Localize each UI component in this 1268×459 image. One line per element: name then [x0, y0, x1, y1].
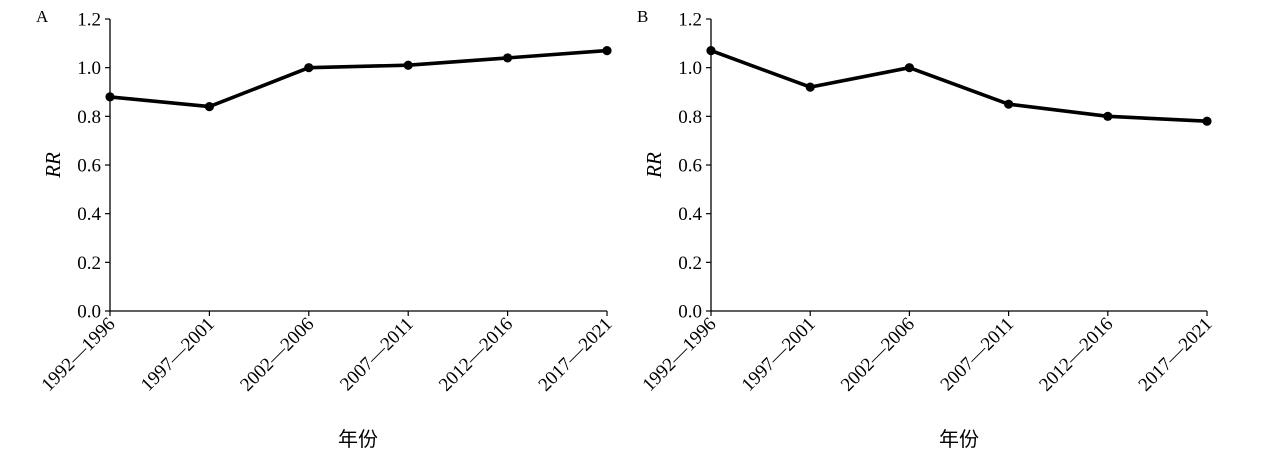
data-point: [105, 92, 115, 102]
y-tick-label: 1.2: [678, 10, 702, 31]
panel-label: A: [36, 7, 49, 26]
data-point: [805, 82, 815, 92]
data-point: [706, 46, 716, 56]
data-point: [1103, 111, 1113, 121]
data-point: [1202, 116, 1212, 126]
y-tick-label: 0.6: [77, 156, 101, 177]
x-tick-label: 2002—2006: [236, 314, 318, 396]
x-tick-label: 1997—2001: [738, 314, 820, 396]
y-tick-label: 0.2: [678, 253, 702, 274]
x-tick-label: 1992—1996: [639, 314, 721, 396]
y-tick-label: 0.8: [77, 107, 101, 128]
y-tick-label: 0.4: [678, 204, 702, 225]
y-tick-label: 0.8: [678, 107, 702, 128]
series-line: [108, 48, 609, 109]
x-ticks: 1992—1996 1997—2001 2002—2006 2007—2011 2012…: [38, 311, 617, 396]
x-tick-label: 2007—2011: [937, 314, 1019, 396]
series-line: [709, 48, 1209, 123]
x-tick-label: 2012—2016: [435, 314, 517, 396]
x-tick-label: 1992—1996: [38, 314, 120, 396]
y-tick-label: 0.0: [77, 302, 101, 323]
series: [105, 46, 612, 112]
series: [706, 46, 1212, 126]
y-axis-label: RR: [642, 152, 666, 179]
data-point: [1004, 99, 1014, 109]
y-ticks: 0.0 0.2 0.4 0.6 0.8 1.0 1.2: [77, 10, 110, 323]
x-tick-label: 2017—2021: [1135, 314, 1217, 396]
y-tick-label: 0.0: [678, 302, 702, 323]
x-axis-label: 年份: [939, 428, 979, 451]
data-point: [904, 63, 915, 73]
data-point: [403, 60, 413, 70]
x-tick-label: 1997—2001: [137, 314, 219, 396]
y-tick-label: 1.2: [77, 10, 101, 31]
panel-label: B: [637, 7, 648, 26]
y-tick-label: 0.4: [77, 204, 101, 225]
data-point: [602, 46, 612, 56]
x-tick-label: 2017—2021: [535, 314, 617, 396]
x-tick-label: 2002—2006: [837, 314, 919, 396]
y-tick-label: 1.0: [678, 58, 702, 79]
x-tick-label: 2007—2011: [336, 314, 418, 396]
y-tick-label: 0.2: [77, 253, 101, 274]
x-ticks: 1992—1996 1997—2001 2002—2006 2007—2011 2012…: [639, 311, 1217, 396]
chart-panel-b: B RR 年份 0.0 0.2 0.4 0.6 0.8 1.0 1.2 1992—1996 1…: [637, 7, 1217, 451]
y-tick-label: 0.6: [678, 156, 702, 177]
y-tick-label: 1.0: [77, 58, 101, 79]
x-axis-label: 年份: [338, 428, 378, 451]
data-point: [503, 53, 513, 63]
chart-panel-a: A RR 年份 0.0 0.2 0.4 0.6 0.8 1.0 1.2 1992—1996 1…: [36, 7, 617, 451]
data-point: [204, 102, 214, 112]
x-tick-label: 2012—2016: [1035, 314, 1117, 396]
data-point: [304, 63, 314, 73]
y-ticks: 0.0 0.2 0.4 0.6 0.8 1.0 1.2: [678, 10, 711, 323]
y-axis-label: RR: [41, 152, 65, 179]
